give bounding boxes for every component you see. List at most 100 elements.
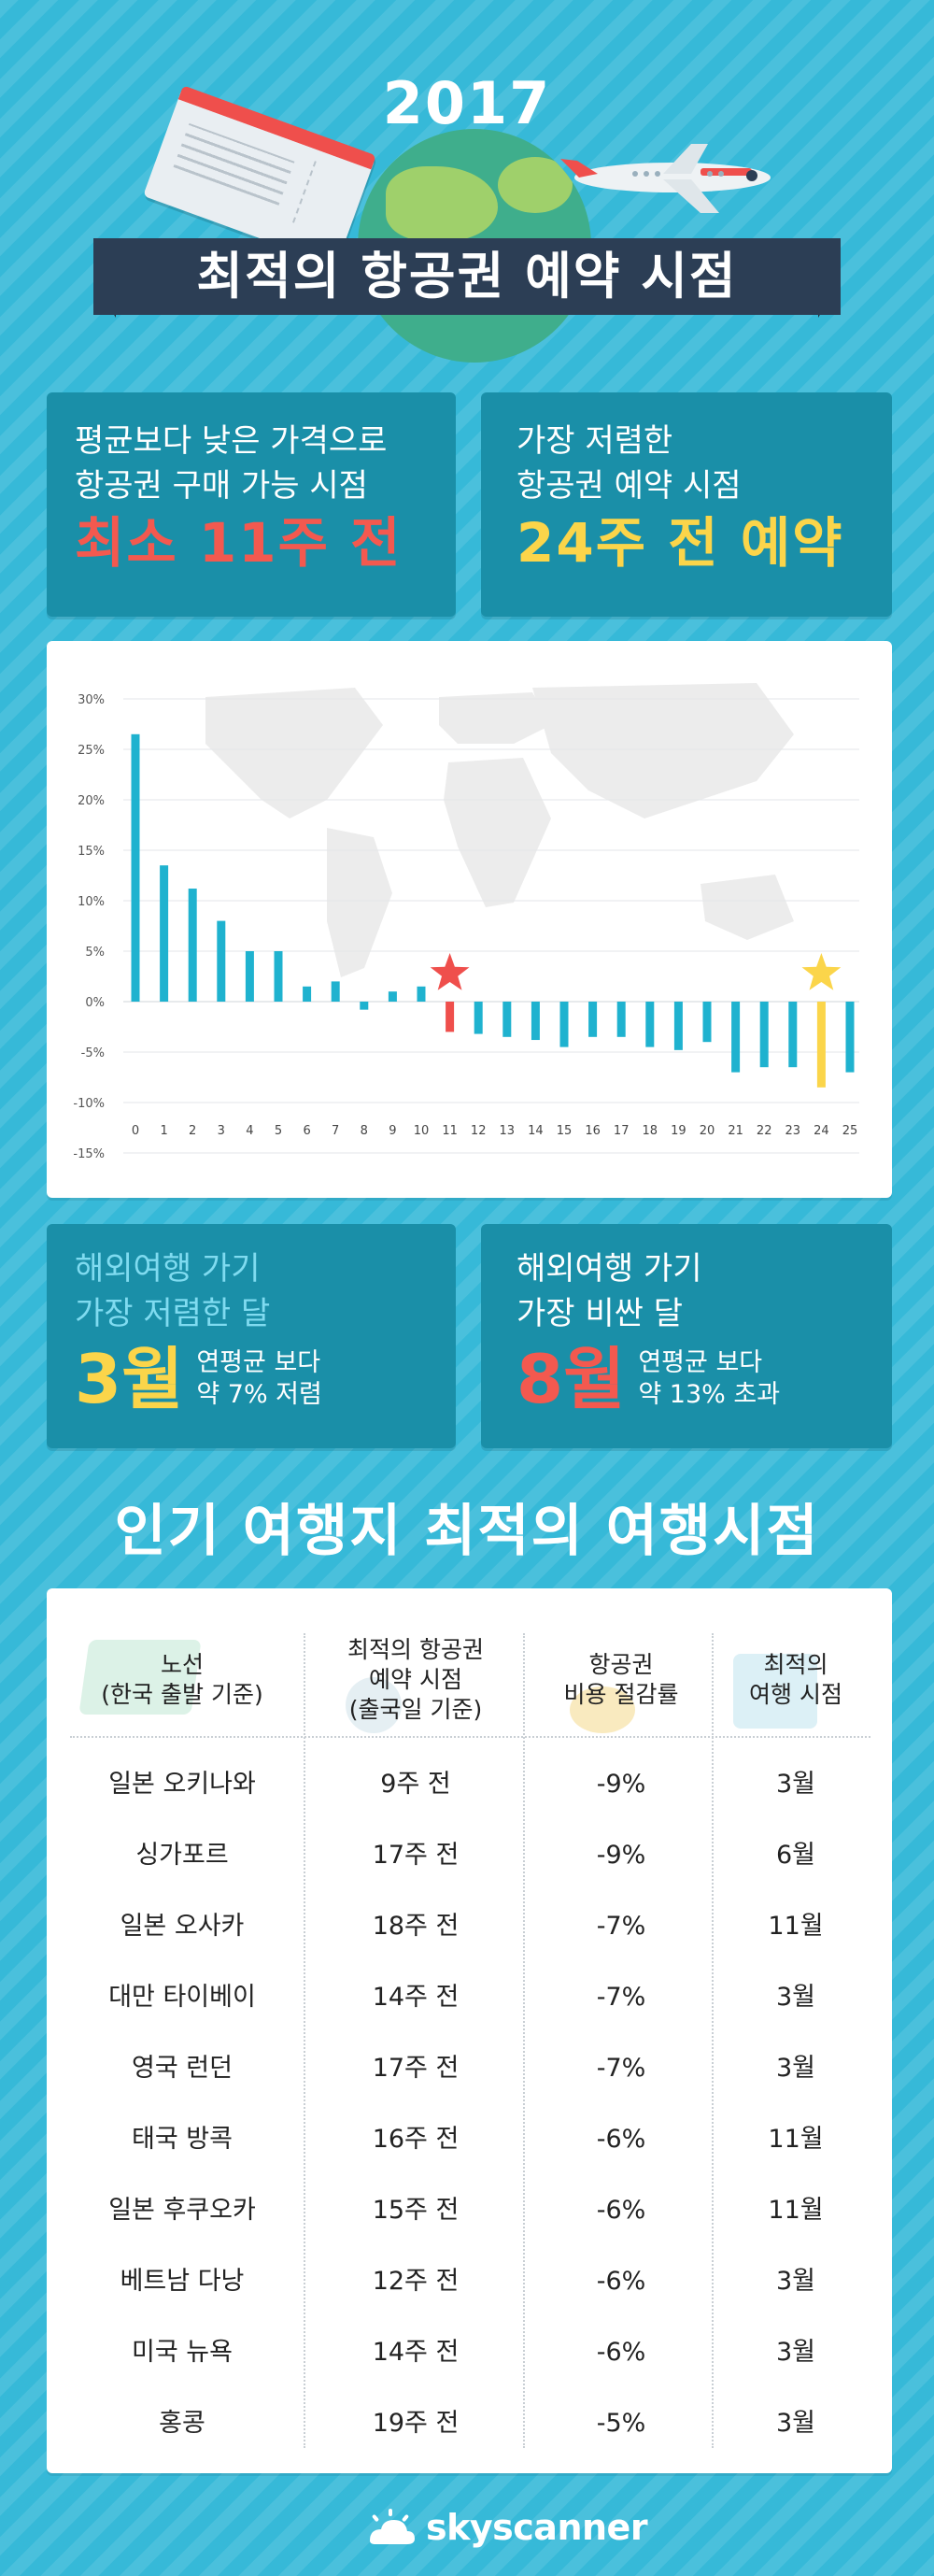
cell-saving: -9% xyxy=(596,1841,646,1870)
y-tick-label: -15% xyxy=(73,1147,105,1161)
x-tick-label: 2 xyxy=(189,1124,196,1138)
bar-week-3 xyxy=(217,920,226,1002)
x-tick-label: 11 xyxy=(442,1124,458,1138)
bar-week-17 xyxy=(616,1002,626,1037)
y-tick-label: -5% xyxy=(81,1046,105,1060)
table-row: 일본 후쿠오카 15주 전 -6% 11월 xyxy=(47,2175,892,2246)
stat-desc-line1: 연평균 보다 xyxy=(196,1348,321,1377)
bar-week-11 xyxy=(446,1002,455,1032)
header-divider xyxy=(70,1736,870,1738)
cell-month: 3월 xyxy=(775,2267,816,2296)
bar-week-1 xyxy=(160,865,169,1002)
bar-week-20 xyxy=(702,1002,712,1043)
cell-route: 싱가포르 xyxy=(135,1841,229,1870)
table-row: 대만 타이베이 14주 전 -7% 3월 xyxy=(47,1962,892,2033)
world-map-background xyxy=(205,683,794,977)
cell-saving: -5% xyxy=(596,2409,646,2438)
bar-week-5 xyxy=(274,951,283,1002)
stat-label-line2: 항공권 예약 시점 xyxy=(517,467,742,505)
header-route: 노선 (한국 출발 기준) xyxy=(65,1626,299,1733)
stat-desc-line2: 약 7% 저렴 xyxy=(196,1380,322,1409)
x-tick-label: 6 xyxy=(303,1124,310,1138)
cell-booking: 19주 전 xyxy=(372,2409,460,2438)
cell-booking: 17주 전 xyxy=(372,1841,460,1870)
bar-week-24 xyxy=(816,1002,826,1088)
x-tick-label: 20 xyxy=(700,1124,715,1138)
x-tick-label: 19 xyxy=(671,1124,686,1138)
sun-cloud-icon xyxy=(370,2509,415,2544)
bar-week-16 xyxy=(588,1002,598,1037)
header-saving-line2: 비용 절감률 xyxy=(563,1680,679,1708)
y-tick-label: 5% xyxy=(85,946,105,960)
column-divider xyxy=(523,1633,525,2448)
stat-label-line1: 가장 저렴한 xyxy=(517,422,673,460)
header-booking: 최적의 항공권 예약 시점 (출국일 기준) xyxy=(308,1626,523,1733)
y-tick-label: 30% xyxy=(78,693,105,707)
x-tick-label: 25 xyxy=(842,1124,858,1138)
bar-week-9 xyxy=(388,991,397,1002)
bar-week-14 xyxy=(531,1002,540,1041)
column-divider xyxy=(304,1633,305,2448)
x-tick-label: 4 xyxy=(246,1124,253,1138)
y-tick-label: -10% xyxy=(73,1097,105,1111)
cell-booking: 9주 전 xyxy=(380,1770,451,1799)
stat-label-line1: 평균보다 낮은 가격으로 xyxy=(75,422,388,460)
column-divider xyxy=(712,1633,714,2448)
header-month-line2: 여행 시점 xyxy=(749,1680,842,1708)
x-tick-label: 21 xyxy=(728,1124,743,1138)
bar-week-25 xyxy=(845,1002,855,1073)
bar-week-22 xyxy=(759,1002,769,1068)
cell-saving: -7% xyxy=(596,2054,646,2083)
cell-route: 홍콩 xyxy=(159,2409,205,2438)
x-tick-label: 24 xyxy=(814,1124,829,1138)
bar-week-19 xyxy=(673,1002,683,1050)
stat-label-line2: 가장 비싼 달 xyxy=(517,1295,684,1332)
cell-route: 일본 오키나와 xyxy=(108,1770,256,1799)
cell-saving: -6% xyxy=(596,2267,646,2296)
cell-month: 11월 xyxy=(768,1912,824,1941)
luggage-icon xyxy=(733,1654,817,1729)
x-tick-label: 3 xyxy=(218,1124,225,1138)
cell-month: 6월 xyxy=(775,1841,816,1870)
bar-week-21 xyxy=(731,1002,741,1073)
bar-week-13 xyxy=(502,1002,512,1037)
stat-label-line2: 항공권 구매 가능 시점 xyxy=(75,467,368,505)
x-tick-label: 16 xyxy=(585,1124,601,1138)
cell-route: 일본 오사카 xyxy=(120,1912,245,1941)
cell-saving: -9% xyxy=(596,1770,646,1799)
page-title: 최적의 항공권 예약 시점 xyxy=(93,238,841,315)
popular-destinations-table: 노선 (한국 출발 기준) 최적의 항공권 예약 시점 (출국일 기준) 항공권… xyxy=(47,1588,892,2473)
stat-month: 3월 xyxy=(75,1340,184,1418)
cell-month: 3월 xyxy=(775,1770,816,1799)
stat-label-line1: 해외여행 가기 xyxy=(517,1250,702,1288)
logo-text: skyscanner xyxy=(426,2507,648,2548)
bar-week-0 xyxy=(131,733,140,1002)
table-row: 영국 런던 17주 전 -7% 3월 xyxy=(47,2033,892,2104)
cell-saving: -6% xyxy=(596,2196,646,2225)
cell-booking: 12주 전 xyxy=(372,2267,460,2296)
x-tick-label: 12 xyxy=(471,1124,487,1138)
stat-value: 최소 11주 전 xyxy=(75,511,403,575)
popular-destinations-title: 인기 여행지 최적의 여행시점 xyxy=(114,1499,820,1564)
header-month-line1: 최적의 xyxy=(763,1650,828,1678)
bar-week-10 xyxy=(417,986,426,1002)
header-month: 최적의 여행 시점 xyxy=(712,1626,880,1733)
cell-saving: -7% xyxy=(596,1983,646,2012)
table-row: 태국 방콕 16주 전 -6% 11월 xyxy=(47,2104,892,2175)
cell-route: 영국 런던 xyxy=(132,2054,233,2083)
skyscanner-logo: skyscanner xyxy=(364,2504,648,2551)
cell-booking: 16주 전 xyxy=(372,2125,460,2154)
table-row: 베트남 다낭 12주 전 -6% 3월 xyxy=(47,2246,892,2317)
bar-week-6 xyxy=(303,986,312,1002)
table-row: 홍콩 19주 전 -5% 3월 xyxy=(47,2388,892,2459)
table-row: 미국 뉴욕 14주 전 -6% 3월 xyxy=(47,2317,892,2388)
cell-saving: -6% xyxy=(596,2338,646,2367)
y-tick-label: 10% xyxy=(78,895,105,909)
stat-label-line1: 해외여행 가기 xyxy=(75,1250,261,1288)
cell-month: 3월 xyxy=(775,2338,816,2367)
cell-route: 미국 뉴욕 xyxy=(132,2338,233,2367)
header-saving: 항공권 비용 절감률 xyxy=(528,1626,715,1733)
bar-week-15 xyxy=(559,1002,569,1047)
stat-desc-line1: 연평균 보다 xyxy=(638,1348,763,1377)
